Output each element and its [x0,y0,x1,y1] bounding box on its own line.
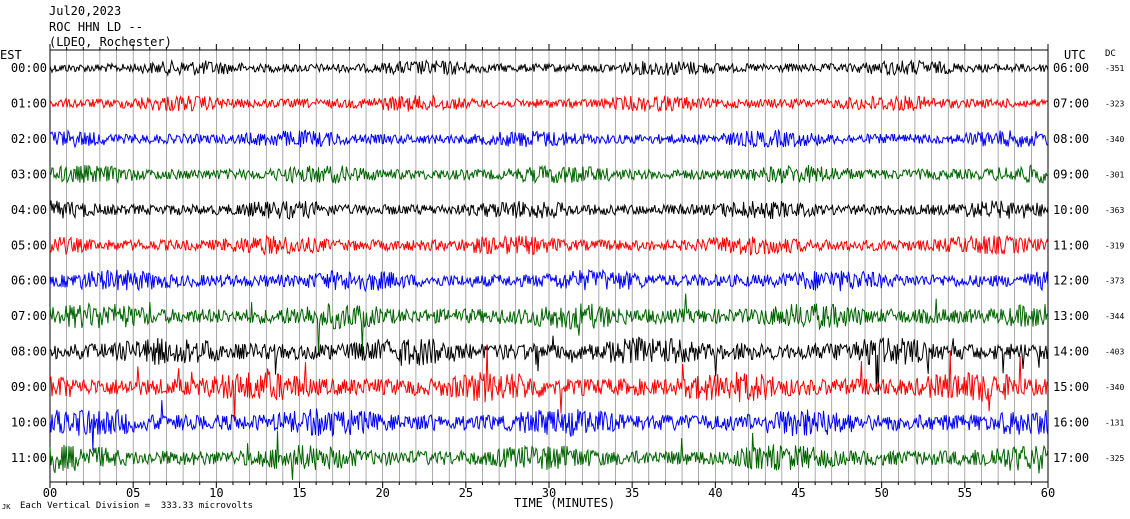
header-date: Jul20,2023 [49,4,122,18]
x-tick-label: 55 [958,486,972,500]
x-tick-label: 40 [708,486,722,500]
dc-offset-label: -319 [1105,241,1124,250]
x-tick-label: 45 [791,486,805,500]
utc-row-label: 10:00 [1053,203,1089,217]
seismogram-trace-0800 [49,335,1049,395]
x-tick-label: 35 [625,486,639,500]
seismogram-trace-0200 [49,128,1049,149]
x-tick-label: 00 [43,486,57,500]
dc-offset-label: -363 [1105,206,1124,215]
dc-offset-label: -340 [1105,383,1124,392]
seismogram-trace-0400 [49,200,1049,220]
dc-offset-label: -340 [1105,135,1124,144]
seismogram-trace-0000 [49,58,1049,77]
x-axis-label: TIME (MINUTES) [514,496,616,510]
utc-row-label: 17:00 [1053,451,1089,465]
est-row-label: 10:00 [11,416,47,430]
x-tick-label: 15 [292,486,306,500]
est-row-label: 07:00 [11,309,47,323]
seismogram-trace-0500 [49,234,1049,256]
utc-row-label: 14:00 [1053,345,1089,359]
dc-offset-label: -403 [1105,348,1124,357]
dc-offset-label: -301 [1105,170,1124,179]
header-network: (LDEO, Rochester) [49,35,172,49]
dc-offset-label: -351 [1105,64,1124,73]
utc-row-label: 13:00 [1053,309,1089,323]
utc-row-label: 09:00 [1053,167,1089,181]
est-row-label: 08:00 [11,345,47,359]
scale-note: Each Vertical Division = 333.33 microvol… [20,501,253,511]
dc-offset-label: -344 [1105,312,1124,321]
x-tick-label: 25 [459,486,473,500]
x-tick-label: 10 [209,486,223,500]
dc-offset-label: -373 [1105,277,1124,286]
est-row-label: 06:00 [11,274,47,288]
est-row-label: 01:00 [11,96,47,110]
seismogram-trace-1100 [49,430,1049,480]
est-row-label: 02:00 [11,132,47,146]
x-tick-label: 20 [375,486,389,500]
seismogram-trace-1000 [49,400,1049,451]
est-row-label: 09:00 [11,380,47,394]
dc-offset-label: -323 [1105,99,1124,108]
corner-mark: JK [2,503,11,511]
dc-title: DC [1105,49,1116,59]
utc-row-label: 07:00 [1053,96,1089,110]
utc-row-label: 12:00 [1053,274,1089,288]
dc-offset-label: -325 [1105,454,1124,463]
x-tick-label: 60 [1041,486,1055,500]
utc-row-label: 11:00 [1053,238,1089,252]
utc-row-label: 16:00 [1053,416,1089,430]
x-tick-label: 05 [126,486,140,500]
utc-axis-title: UTC [1064,48,1086,62]
utc-row-label: 08:00 [1053,132,1089,146]
est-row-label: 11:00 [11,451,47,465]
seismogram-trace-0900 [49,345,1049,422]
utc-row-label: 15:00 [1053,380,1089,394]
est-row-label: 05:00 [11,238,47,252]
utc-row-label: 06:00 [1053,61,1089,75]
x-tick-label: 50 [874,486,888,500]
est-row-label: 00:00 [11,61,47,75]
est-row-label: 03:00 [11,167,47,181]
seismogram-trace-0300 [49,163,1049,185]
dc-offset-label: -131 [1105,419,1124,428]
seismogram-trace-0100 [49,94,1049,113]
header-station: ROC HHN LD -- [49,20,143,34]
seismogram-trace-0700 [49,293,1049,356]
seismogram-trace-0600 [49,268,1049,292]
est-axis-title: EST [0,48,22,62]
x-tick-label: 30 [542,486,556,500]
est-row-label: 04:00 [11,203,47,217]
